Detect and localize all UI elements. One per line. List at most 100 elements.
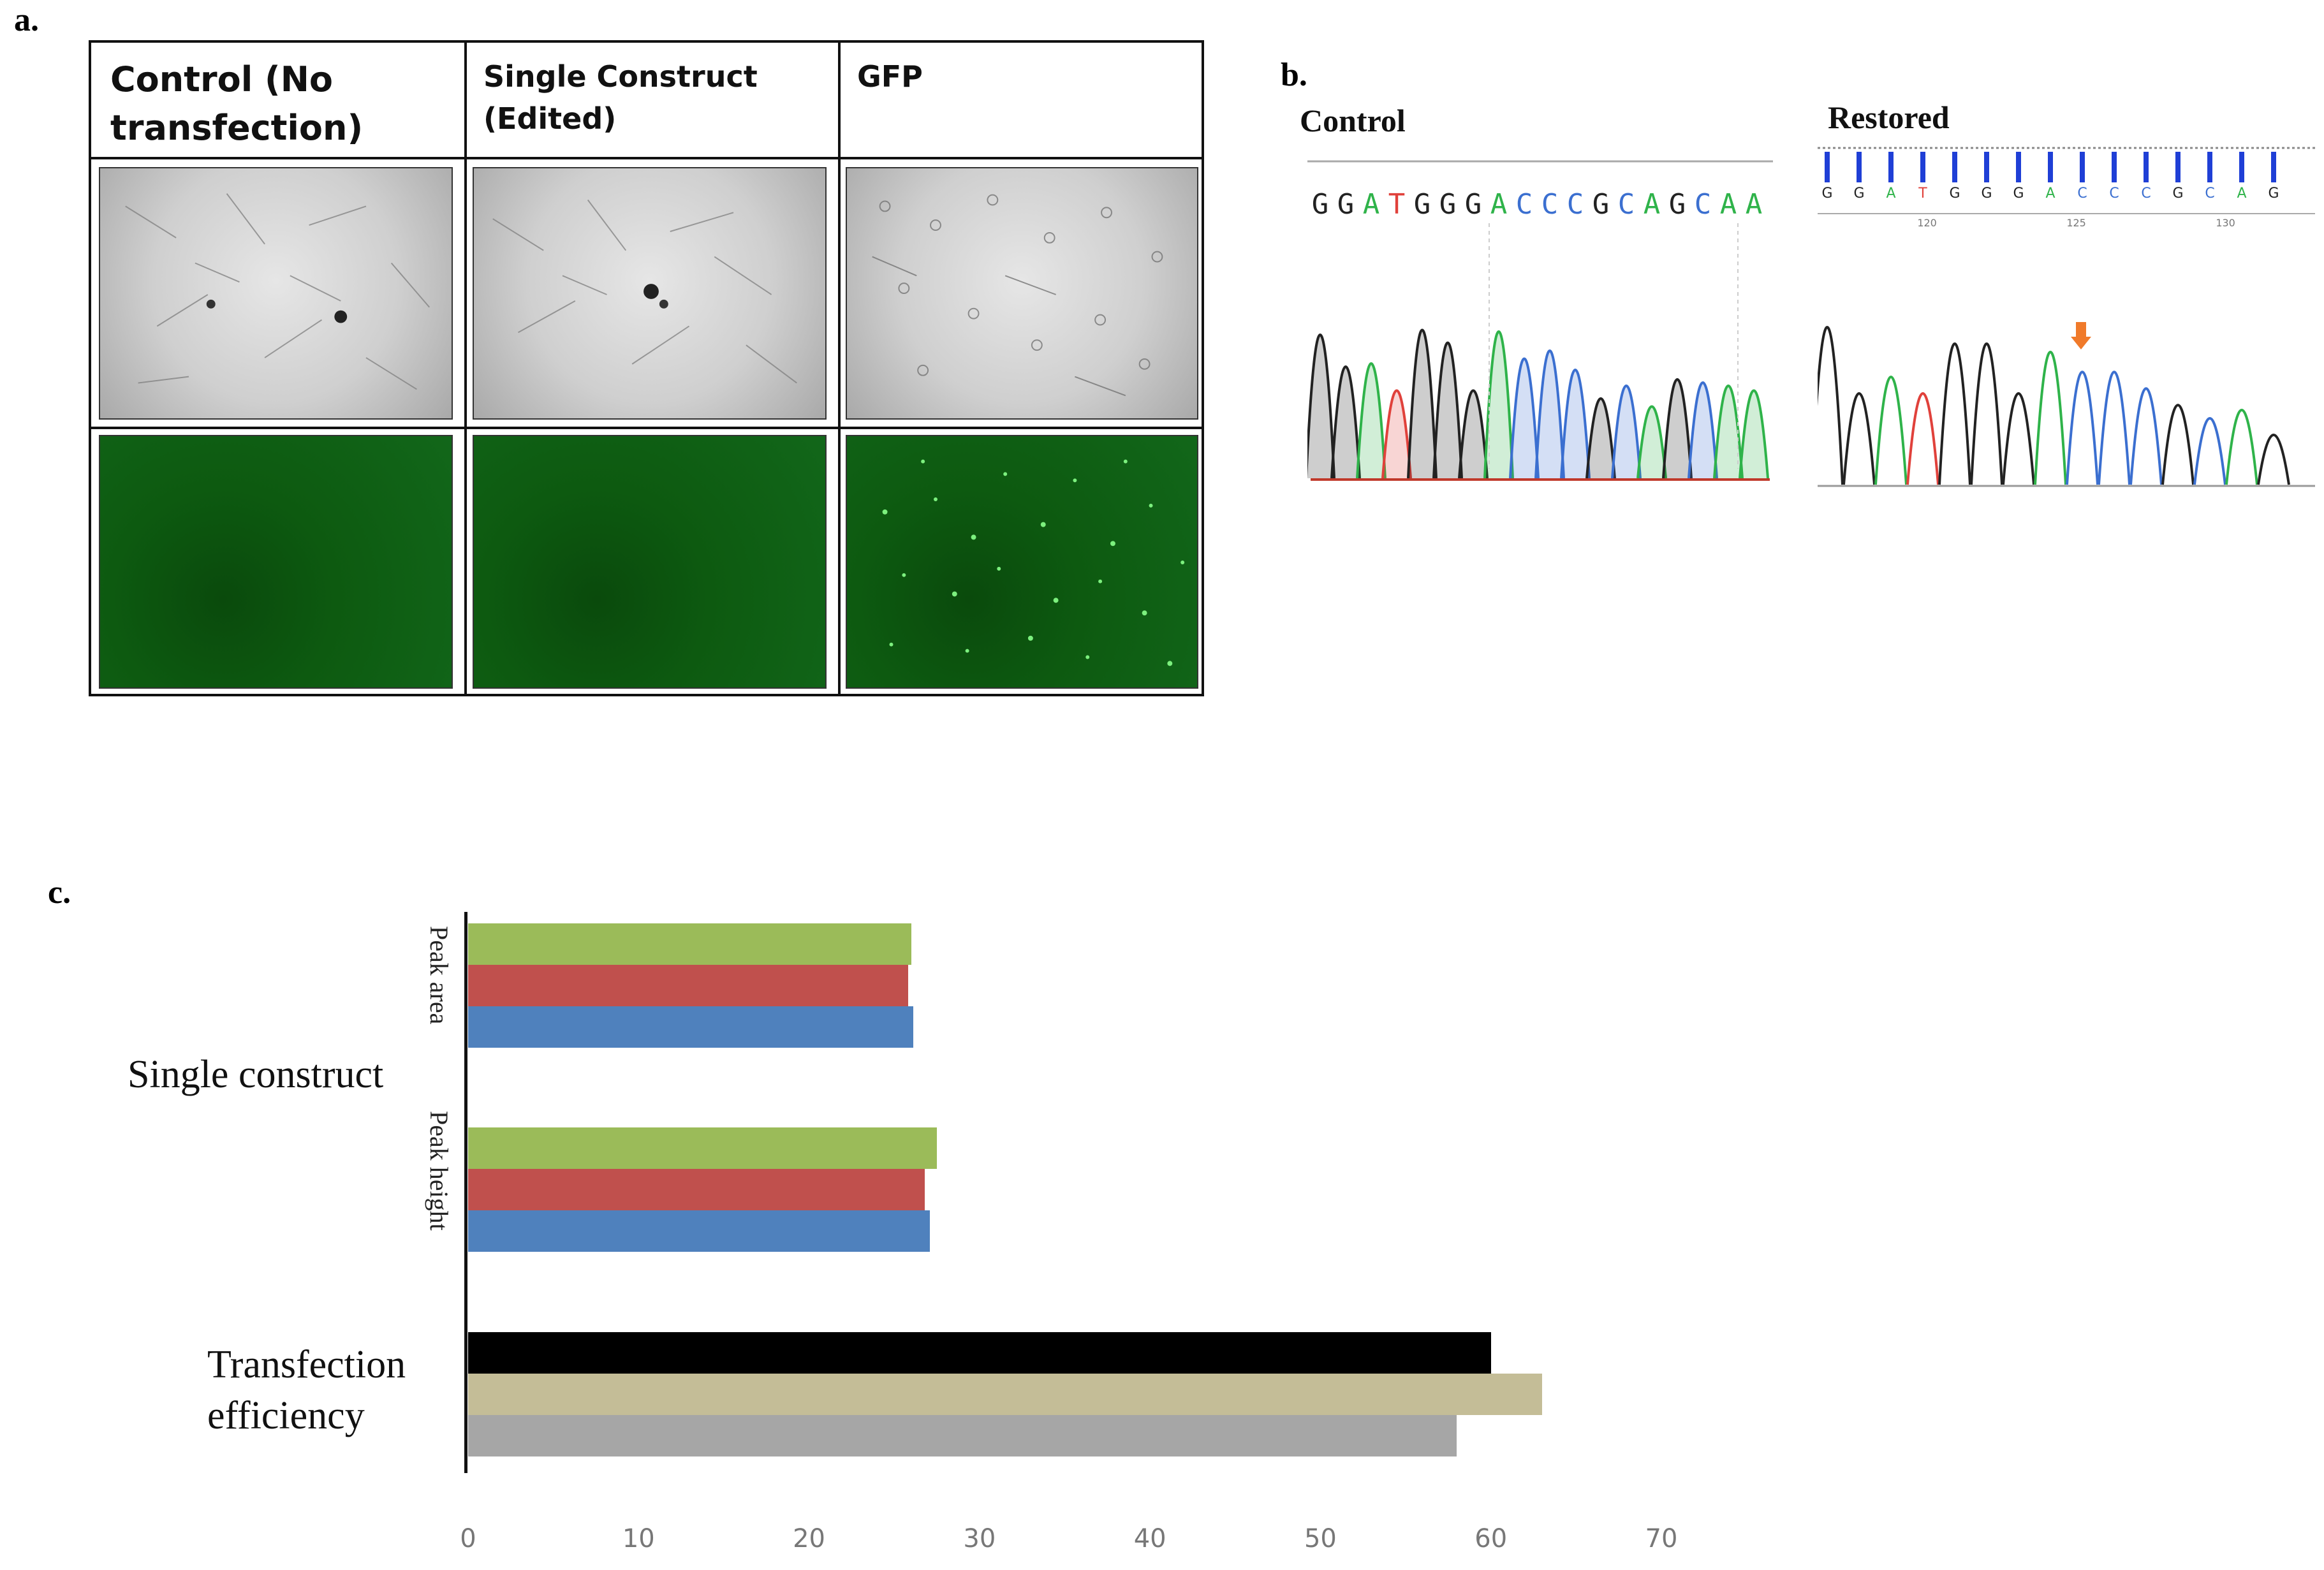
- chromatogram-restored-title: Restored: [1828, 99, 1950, 135]
- fluorescence-image-gfp: [846, 435, 1198, 689]
- panel-b-label: b.: [1281, 57, 1307, 93]
- peak: [1970, 342, 2003, 485]
- peak: [2161, 404, 2195, 485]
- base-call: A: [1490, 188, 1508, 221]
- peak: [2257, 434, 2290, 485]
- base-call: T: [1918, 186, 1927, 202]
- peak: [1381, 389, 1412, 479]
- grid-divider: [91, 427, 1202, 429]
- peak: [1636, 405, 1667, 479]
- bar: [468, 1006, 913, 1048]
- peak: [1432, 341, 1463, 479]
- peak: [1842, 392, 1876, 485]
- y-axis-line: [464, 912, 467, 1473]
- base-call: C: [1541, 188, 1559, 221]
- grid-divider: [91, 157, 1202, 159]
- column-header-control: Control (No transfection): [110, 59, 364, 148]
- peak: [1688, 381, 1718, 479]
- peak: [2066, 370, 2099, 485]
- quality-bar: [2271, 152, 2276, 182]
- peak: [1906, 392, 1939, 485]
- quality-bar: [1825, 152, 1830, 182]
- base-call: T: [1388, 188, 1406, 221]
- base-call: G: [1981, 186, 1992, 202]
- column-header-gfp: GFP: [857, 59, 923, 94]
- base-call: C: [2077, 186, 2087, 202]
- base-call: G: [1312, 188, 1329, 221]
- peak: [1458, 389, 1489, 479]
- position-tick: 120: [1917, 217, 1937, 229]
- peak: [1662, 378, 1693, 479]
- quality-bar: [2207, 152, 2212, 182]
- grid-divider: [464, 43, 467, 694]
- panel-a-label: a.: [14, 2, 39, 38]
- x-tick-label: 10: [622, 1524, 655, 1553]
- x-tick-label: 30: [963, 1524, 996, 1553]
- fluorescence-image-control: [99, 435, 453, 689]
- x-tick-label: 0: [460, 1524, 476, 1553]
- quality-bar: [1984, 152, 1989, 182]
- quality-bar: [1857, 152, 1862, 182]
- quality-bar: [1952, 152, 1957, 182]
- x-tick-label: 60: [1475, 1524, 1508, 1553]
- category-label-single-construct: Single construct: [128, 1053, 384, 1096]
- base-call: A: [1644, 188, 1661, 221]
- peak: [1938, 342, 1971, 485]
- base-call: C: [1618, 188, 1635, 221]
- x-tick-label: 50: [1304, 1524, 1337, 1553]
- bar: [468, 1127, 938, 1169]
- peak: [2193, 417, 2226, 485]
- base-call: C: [1516, 188, 1533, 221]
- base-call: G: [1414, 188, 1431, 221]
- chromatogram-control-title: Control: [1300, 103, 1406, 138]
- base-call: G: [1337, 188, 1355, 221]
- peak: [1739, 389, 1769, 479]
- column-header-single-construct: Single Construct (Edited): [483, 59, 758, 136]
- fluorescence-image-single-construct: [473, 435, 827, 689]
- base-call: G: [1439, 188, 1457, 221]
- base-call: C: [1567, 188, 1584, 221]
- panel-c-label: c.: [48, 874, 71, 911]
- peak: [2225, 409, 2258, 485]
- base-call: G: [2172, 186, 2183, 202]
- base-call: G: [1821, 186, 1832, 202]
- peak: [1611, 385, 1642, 479]
- base-call: C: [2205, 186, 2214, 202]
- peak: [1407, 328, 1438, 479]
- peak: [1874, 376, 1908, 485]
- position-tick: 130: [2216, 217, 2235, 229]
- base-call: A: [1746, 188, 1763, 221]
- x-tick-label: 70: [1645, 1524, 1678, 1553]
- quality-bar: [1920, 152, 1925, 182]
- peak: [2034, 351, 2067, 485]
- subgroup-label-peak-height: Peak height: [425, 1111, 453, 1231]
- peak: [1585, 397, 1616, 479]
- quality-bar: [2048, 152, 2053, 182]
- bar: [468, 965, 908, 1006]
- base-call: G: [1949, 186, 1960, 202]
- position-tick: 125: [2066, 217, 2086, 229]
- base-call: A: [2237, 186, 2246, 202]
- quality-bar: [2112, 152, 2117, 182]
- base-call: C: [2141, 186, 2151, 202]
- quality-bar: [2175, 152, 2181, 182]
- peak: [1307, 334, 1335, 479]
- grid-divider: [838, 43, 841, 694]
- base-call: G: [1465, 188, 1482, 221]
- base-call: C: [2109, 186, 2119, 202]
- base-call: G: [1669, 188, 1686, 221]
- peak: [2002, 392, 2035, 485]
- bar: [468, 1374, 1542, 1415]
- peak: [1356, 362, 1386, 479]
- base-call: A: [1363, 188, 1380, 221]
- base-call: G: [2268, 186, 2279, 202]
- peak: [2098, 370, 2131, 485]
- peak: [2129, 387, 2163, 485]
- base-call: A: [2045, 186, 2055, 202]
- x-tick-label: 20: [793, 1524, 826, 1553]
- peak: [1534, 349, 1565, 479]
- bar: [468, 1169, 925, 1210]
- peak: [1509, 357, 1540, 479]
